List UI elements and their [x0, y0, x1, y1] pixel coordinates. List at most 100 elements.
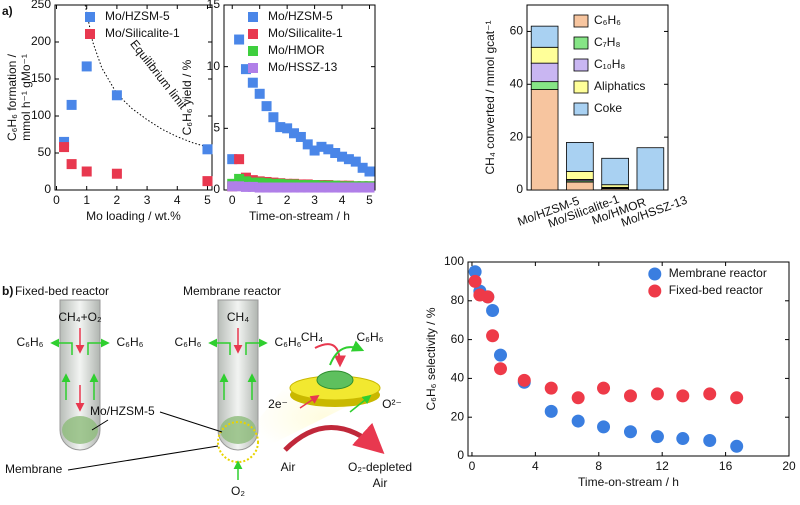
product-label: C₆H₆ — [174, 335, 201, 349]
point — [234, 173, 245, 184]
catalyst-cluster — [316, 370, 354, 390]
legend-label: Membrane reactor — [669, 266, 767, 280]
point — [268, 182, 279, 193]
point — [111, 90, 122, 101]
x-tick-label: 2 — [114, 193, 121, 207]
product-label: C₆H₆ — [116, 335, 143, 349]
point — [486, 304, 500, 317]
panel-label: b) — [2, 284, 13, 298]
bar-segment — [530, 46, 559, 64]
point — [316, 182, 327, 193]
plot-frame — [526, 4, 669, 191]
point — [282, 123, 293, 134]
legend-label: Mo/HSSZ-13 — [268, 60, 338, 74]
point — [597, 381, 611, 395]
x-tick-label: 1 — [256, 193, 263, 207]
x-tick-label: 0 — [229, 193, 236, 207]
y-tick-label: 200 — [31, 34, 51, 48]
bar-segment — [566, 181, 594, 191]
feed-label: CH₄ — [227, 310, 249, 324]
arrow — [329, 340, 365, 366]
point — [295, 131, 306, 142]
x-tick-label: 5 — [366, 193, 373, 207]
point — [234, 181, 245, 192]
x-tick-label: 4 — [174, 193, 181, 207]
point — [364, 166, 375, 177]
point — [240, 181, 251, 192]
reactor-diagram: Fixed-bed reactor Membrane reactor CH₄+O… — [5, 284, 412, 498]
legend-label: Mo/Silicalite-1 — [268, 26, 343, 40]
y-axis-label: C₆H₆ selectivity / % — [424, 307, 438, 410]
point — [111, 168, 122, 179]
point — [571, 391, 585, 405]
product-label: C₆H₆ — [274, 335, 301, 349]
feed-label: CH₄+O₂ — [58, 310, 102, 324]
point — [227, 154, 238, 165]
point — [357, 182, 368, 193]
diagram-title: Membrane reactor — [183, 284, 281, 298]
y-tick-label: 60 — [510, 24, 524, 38]
point — [486, 329, 500, 343]
point — [261, 101, 272, 112]
point — [623, 389, 637, 403]
arrow — [314, 343, 346, 368]
point — [81, 61, 92, 72]
point — [676, 389, 690, 403]
diagram-title: Fixed-bed reactor — [15, 284, 109, 298]
y-tick-label: 10 — [207, 59, 221, 73]
point — [517, 373, 531, 387]
panel-label: a) — [2, 4, 13, 18]
plot-frame — [54, 4, 213, 191]
bar-segment — [566, 142, 594, 172]
x-tick-label: 16 — [719, 459, 733, 473]
bar-segment — [636, 147, 665, 191]
point — [650, 430, 664, 444]
point — [330, 182, 341, 193]
point — [309, 145, 320, 156]
arrow — [349, 394, 372, 413]
legend-swatch — [573, 14, 589, 28]
y-tick-label: 100 — [444, 254, 464, 268]
x-tick-label: 2 — [284, 193, 291, 207]
point — [247, 181, 258, 192]
point — [202, 176, 213, 187]
legend-label: Mo/HZSM-5 — [268, 9, 333, 23]
point — [302, 139, 313, 150]
legend-marker — [648, 284, 662, 298]
air-label: Air — [373, 476, 388, 490]
point — [493, 348, 507, 362]
point — [343, 182, 354, 193]
legend-marker — [85, 12, 95, 22]
legend-label: Mo/HZSM-5 — [105, 9, 170, 23]
point — [493, 362, 507, 376]
bar-segment — [566, 171, 594, 180]
point — [275, 122, 286, 133]
point — [337, 151, 348, 162]
x-axis-label: Time-on-stream / h — [249, 209, 350, 223]
x-tick-label: 0 — [53, 193, 60, 207]
point — [544, 381, 558, 395]
point — [730, 391, 744, 405]
plot-frame — [467, 261, 790, 457]
point — [468, 274, 482, 288]
legend-label: Mo/HMOR — [268, 43, 325, 57]
oxide-label: O²⁻ — [382, 397, 402, 411]
x-tick-label: 3 — [311, 193, 318, 207]
y-tick-label: 60 — [451, 332, 465, 346]
x-tick-label: 8 — [595, 459, 602, 473]
point — [316, 141, 327, 152]
point — [571, 414, 585, 428]
catalyst-label: Mo/HZSM-5 — [90, 404, 155, 418]
x-tick-label: 12 — [656, 459, 670, 473]
point — [597, 420, 611, 434]
point — [650, 387, 664, 401]
legend-label: Fixed-bed reactor — [669, 283, 763, 297]
y-tick-label: 0 — [213, 182, 220, 196]
bar-segment — [530, 81, 559, 90]
point — [623, 425, 637, 439]
point — [254, 88, 265, 99]
bar-segment — [530, 25, 559, 48]
point — [323, 182, 334, 193]
point — [350, 182, 361, 193]
